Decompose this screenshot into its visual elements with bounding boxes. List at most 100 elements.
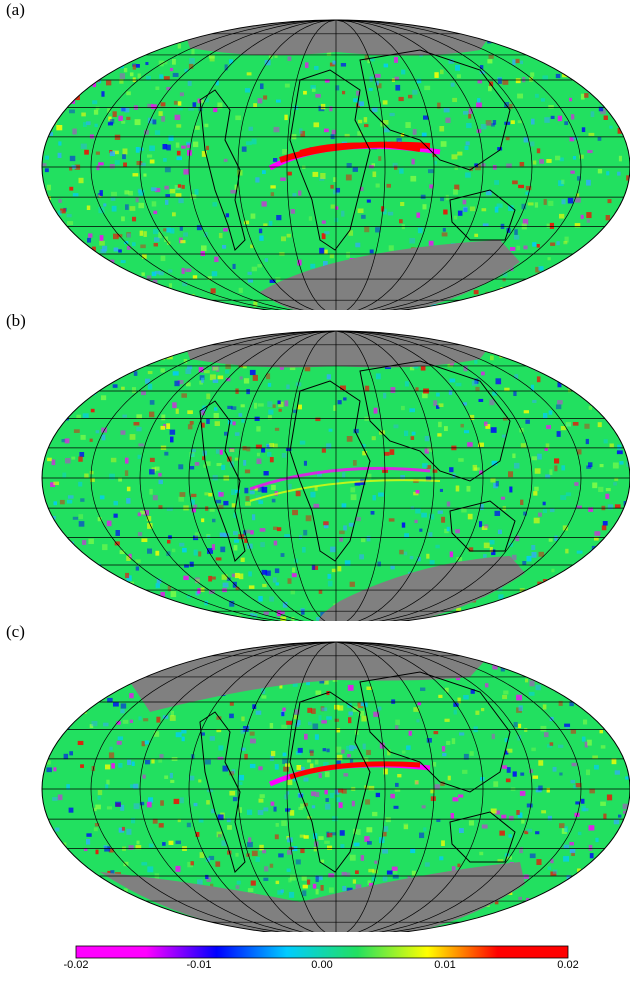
anomaly-pixel (463, 365, 468, 372)
anomaly-pixel (324, 680, 329, 685)
anomaly-pixel (453, 189, 458, 195)
anomaly-pixel (217, 102, 223, 109)
anomaly-pixel (249, 369, 256, 376)
anomaly-pixel (179, 797, 184, 804)
anomaly-pixel (491, 123, 495, 127)
anomaly-pixel (437, 102, 441, 109)
anomaly-pixel (466, 339, 472, 345)
anomaly-pixel (364, 124, 369, 128)
anomaly-pixel (120, 260, 126, 264)
anomaly-pixel (618, 155, 622, 162)
anomaly-pixel (232, 797, 238, 802)
anomaly-pixel (63, 919, 68, 924)
anomaly-pixel (324, 771, 330, 778)
anomaly-pixel (166, 87, 171, 91)
anomaly-pixel (561, 179, 565, 185)
anomaly-pixel (411, 158, 415, 165)
anomaly-pixel (618, 568, 623, 572)
anomaly-pixel (284, 400, 289, 407)
anomaly-pixel (385, 817, 391, 823)
anomaly-pixel (600, 362, 606, 368)
anomaly-pixel (194, 532, 200, 539)
anomaly-pixel (200, 308, 206, 310)
anomaly-pixel (206, 393, 211, 400)
anomaly-pixel (356, 517, 361, 522)
anomaly-pixel (179, 542, 185, 547)
anomaly-pixel (342, 885, 347, 892)
anomaly-pixel (80, 66, 86, 72)
anomaly-pixel (228, 59, 234, 64)
anomaly-pixel (126, 232, 131, 238)
anomaly-pixel (156, 578, 162, 584)
anomaly-pixel (556, 404, 562, 410)
anomaly-pixel (256, 452, 260, 457)
anomaly-pixel (114, 679, 119, 685)
anomaly-pixel (253, 301, 258, 307)
anomaly-pixel (149, 457, 155, 463)
anomaly-pixel (586, 465, 592, 469)
anomaly-pixel (335, 85, 340, 91)
anomaly-pixel (230, 189, 237, 194)
anomaly-pixel (172, 72, 179, 77)
anomaly-pixel (313, 503, 320, 508)
anomaly-pixel (475, 710, 480, 715)
anomaly-pixel (109, 164, 115, 169)
anomaly-pixel (174, 380, 180, 387)
anomaly-pixel (89, 470, 94, 475)
anomaly-pixel (90, 289, 94, 294)
anomaly-pixel (189, 453, 195, 457)
anomaly-pixel (307, 816, 312, 820)
anomaly-pixel (201, 377, 205, 383)
anomaly-pixel (348, 522, 355, 527)
anomaly-pixel (273, 126, 280, 133)
anomaly-pixel (57, 210, 62, 216)
anomaly-pixel (135, 24, 141, 31)
anomaly-pixel (521, 818, 525, 824)
anomaly-pixel (249, 490, 255, 495)
anomaly-pixel (400, 133, 405, 137)
anomaly-pixel (602, 521, 608, 526)
anomaly-pixel (483, 542, 490, 549)
anomaly-pixel (428, 169, 434, 174)
anomaly-pixel (170, 436, 174, 443)
anomaly-pixel (99, 495, 105, 500)
anomaly-pixel (303, 460, 308, 466)
anomaly-pixel (319, 247, 325, 254)
anomaly-pixel (467, 926, 471, 930)
anomaly-pixel (458, 794, 464, 798)
anomaly-pixel (78, 177, 84, 184)
anomaly-pixel (235, 852, 239, 857)
anomaly-pixel (580, 658, 585, 662)
anomaly-pixel (241, 716, 245, 722)
anomaly-pixel (49, 132, 54, 136)
anomaly-pixel (61, 236, 65, 242)
anomaly-pixel (132, 660, 137, 664)
anomaly-pixel (489, 81, 494, 87)
anomaly-pixel (51, 85, 57, 90)
anomaly-pixel (445, 194, 449, 201)
anomaly-pixel (167, 653, 173, 658)
anomaly-pixel (571, 617, 577, 621)
anomaly-pixel (361, 214, 366, 219)
anomaly-pixel (84, 149, 89, 155)
anomaly-pixel (103, 368, 108, 374)
anomaly-pixel (57, 82, 62, 89)
anomaly-pixel (594, 258, 600, 263)
anomaly-pixel (569, 72, 573, 77)
anomaly-pixel (256, 426, 261, 432)
anomaly-pixel (149, 400, 155, 405)
anomaly-pixel (538, 785, 543, 791)
anomaly-pixel (263, 223, 268, 227)
anomaly-pixel (344, 133, 350, 138)
anomaly-pixel (363, 757, 369, 762)
anomaly-pixel (247, 271, 252, 275)
anomaly-pixel (415, 508, 421, 514)
anomaly-pixel (502, 79, 509, 85)
anomaly-pixel (573, 29, 579, 33)
anomaly-pixel (326, 374, 331, 380)
anomaly-pixel (575, 783, 582, 788)
anomaly-pixel (508, 471, 514, 478)
anomaly-pixel (603, 547, 608, 554)
anomaly-pixel (531, 456, 537, 461)
anomaly-pixel (103, 348, 107, 354)
